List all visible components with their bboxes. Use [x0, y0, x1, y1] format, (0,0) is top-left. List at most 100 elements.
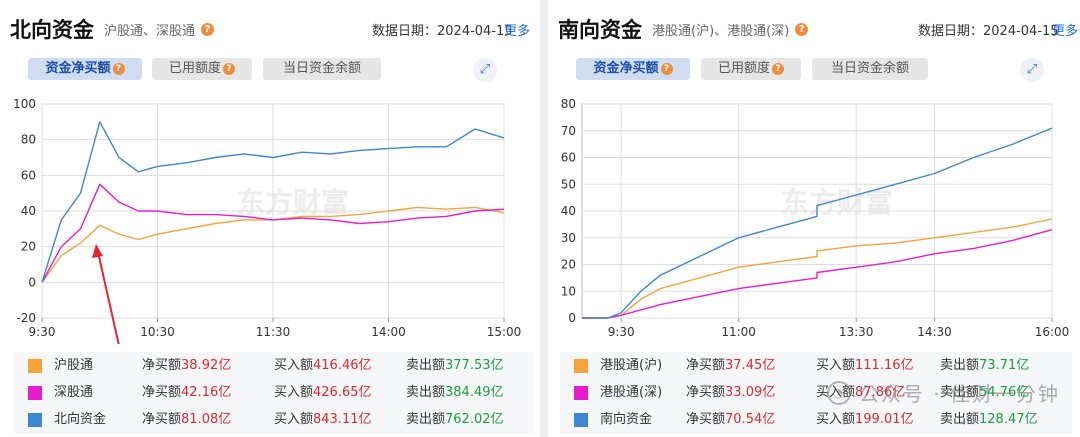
y-tick-label: 0 — [28, 275, 36, 289]
y-tick-label: -20 — [16, 311, 36, 325]
series-line — [582, 127, 1053, 319]
y-tick-label: 0 — [568, 311, 576, 325]
net-buy: 净买额81.08亿 — [142, 412, 232, 427]
help-icon[interactable]: ? — [112, 63, 125, 75]
legend-row: 深股通 净买额42.16亿 买入额426.65亿 卖出额384.49亿 — [14, 381, 534, 405]
net-buy: 净买额33.09亿 — [686, 385, 776, 400]
y-tick-label: 100 — [13, 97, 36, 111]
sell-amount: 卖出额54.76亿 — [940, 385, 1030, 400]
more-link[interactable]: 更多 — [504, 24, 531, 39]
net-buy: 净买额38.92亿 — [142, 358, 232, 373]
swatch — [574, 413, 588, 427]
legend-row: 沪股通 净买额38.92亿 买入额416.46亿 卖出额377.53亿 — [14, 354, 534, 378]
tab-label: 当日资金余额 — [282, 61, 361, 76]
legend-name: 深股通 — [54, 385, 94, 400]
y-tick-label: 80 — [21, 133, 36, 147]
help-icon[interactable]: ? — [201, 23, 215, 36]
buy-amount: 买入额199.01亿 — [816, 412, 914, 427]
x-tick-label: 9:30 — [608, 325, 635, 339]
north-legend: 沪股通 净买额38.92亿 买入额416.46亿 卖出额377.53亿 深股通 … — [14, 352, 534, 434]
south-panel: 南向资金 港股通(沪)、港股通(深) ? 数据日期：2024-04-15 更多 … — [548, 0, 1080, 437]
annotation-arrow-up — [97, 251, 120, 344]
swatch — [28, 359, 42, 373]
panel-subtitle: 港股通(沪)、港股通(深) ? — [652, 20, 809, 39]
swatch — [28, 413, 42, 427]
sell-amount: 卖出额377.53亿 — [406, 358, 504, 373]
north-line-chart: 东方财富 -20 0 20 40 60 80 100 9:30 10:30 11:30 14:00 15… — [13, 97, 521, 344]
legend-name: 港股通(沪) — [600, 358, 663, 373]
y-tick-label: 20 — [21, 240, 36, 254]
tab-net-buy[interactable]: 资金净买额? — [28, 58, 142, 80]
swatch — [574, 386, 588, 400]
y-tick-label: 60 — [21, 168, 36, 182]
tab-used-quota[interactable]: 已用额度? — [152, 58, 252, 80]
y-tick-label: 80 — [561, 97, 576, 111]
x-tick-label: 11:30 — [256, 325, 291, 339]
swatch — [28, 386, 42, 400]
series-line — [582, 218, 1053, 319]
subtitle-text: 沪股通、深股通 — [104, 24, 196, 39]
expand-icon[interactable]: ⤢ — [1020, 58, 1044, 82]
chart-watermark: 东方财富 — [237, 186, 349, 219]
net-buy: 净买额42.16亿 — [142, 385, 232, 400]
sell-amount: 卖出额73.71亿 — [940, 358, 1030, 373]
south-line-chart: 东方财富 0 10 20 30 40 50 60 70 80 9:30 11:00 13:30 14:30… — [561, 97, 1070, 339]
net-buy: 净买额70.54亿 — [686, 412, 776, 427]
help-icon[interactable]: ? — [660, 63, 673, 75]
legend-row: 南向资金 净买额70.54亿 买入额199.01亿 卖出额128.47亿 — [560, 408, 1072, 432]
y-tick-label: 60 — [561, 151, 576, 165]
series-line — [582, 229, 1053, 319]
wechat-icon: ◔ — [826, 380, 851, 405]
buy-amount: 买入额111.16亿 — [816, 358, 914, 373]
series-line — [41, 121, 505, 283]
tab-label: 已用额度 — [168, 61, 221, 76]
x-tick-label: 14:00 — [371, 325, 406, 339]
panel-subtitle: 沪股通、深股通 ? — [104, 20, 215, 39]
subtitle-text: 港股通(沪)、港股通(深) — [652, 24, 790, 39]
buy-amount: 买入额843.11亿 — [274, 412, 372, 427]
x-tick-label: 13:30 — [839, 325, 874, 339]
north-panel: 北向资金 沪股通、深股通 ? 数据日期：2024-04-15 更多 资金净买额?… — [0, 0, 540, 437]
tab-label: 已用额度 — [717, 61, 770, 76]
watermark-text: 公众号 · 佳财一分钟 — [858, 382, 1060, 406]
legend-name: 港股通(深) — [600, 385, 663, 400]
data-date: 数据日期：2024-04-15 — [372, 24, 513, 39]
legend-row: 港股通(沪) 净买额37.45亿 买入额111.16亿 卖出额73.71亿 — [560, 354, 1072, 378]
net-buy: 净买额37.45亿 — [686, 358, 776, 373]
tab-label: 资金净买额 — [45, 61, 111, 76]
sell-amount: 卖出额762.02亿 — [406, 412, 504, 427]
legend-name: 南向资金 — [600, 412, 653, 427]
y-tick-label: 40 — [561, 204, 576, 218]
buy-amount: 买入额416.46亿 — [274, 358, 372, 373]
more-link[interactable]: 更多 — [1052, 24, 1079, 39]
legend-name: 北向资金 — [54, 412, 107, 427]
tab-daily-balance[interactable]: 当日资金余额 — [263, 58, 381, 80]
tab-net-buy[interactable]: 资金净买额? — [576, 58, 690, 80]
x-tick-label: 11:00 — [721, 325, 756, 339]
sell-amount: 卖出额384.49亿 — [406, 385, 504, 400]
x-tick-label: 16:00 — [1035, 325, 1070, 339]
tab-used-quota[interactable]: 已用额度? — [701, 58, 801, 80]
legend-name: 沪股通 — [54, 358, 94, 373]
data-date: 数据日期：2024-04-15 — [918, 24, 1059, 39]
arrow-head — [92, 244, 103, 258]
legend-row: 北向资金 净买额81.08亿 买入额843.11亿 卖出额762.02亿 — [14, 408, 534, 432]
y-tick-label: 40 — [21, 204, 36, 218]
annotation-arrows — [92, 244, 120, 344]
panel-title: 北向资金 — [10, 18, 94, 42]
x-tick-label: 14:30 — [917, 325, 952, 339]
swatch — [574, 359, 588, 373]
tab-daily-balance[interactable]: 当日资金余额 — [812, 58, 928, 80]
chart-watermark: 东方财富 — [781, 186, 893, 219]
x-tick-label: 10:30 — [140, 325, 175, 339]
corner-watermark: ◔ 公众号 · 佳财一分钟 — [826, 378, 1060, 407]
help-icon[interactable]: ? — [772, 63, 784, 75]
y-tick-label: 30 — [561, 231, 576, 245]
y-tick-label: 20 — [561, 258, 576, 272]
expand-icon[interactable]: ⤢ — [473, 58, 497, 82]
help-icon[interactable]: ? — [795, 23, 809, 36]
series-line — [41, 206, 505, 283]
series-line — [41, 183, 505, 283]
help-icon[interactable]: ? — [223, 63, 235, 75]
y-tick-label: 10 — [561, 284, 576, 298]
